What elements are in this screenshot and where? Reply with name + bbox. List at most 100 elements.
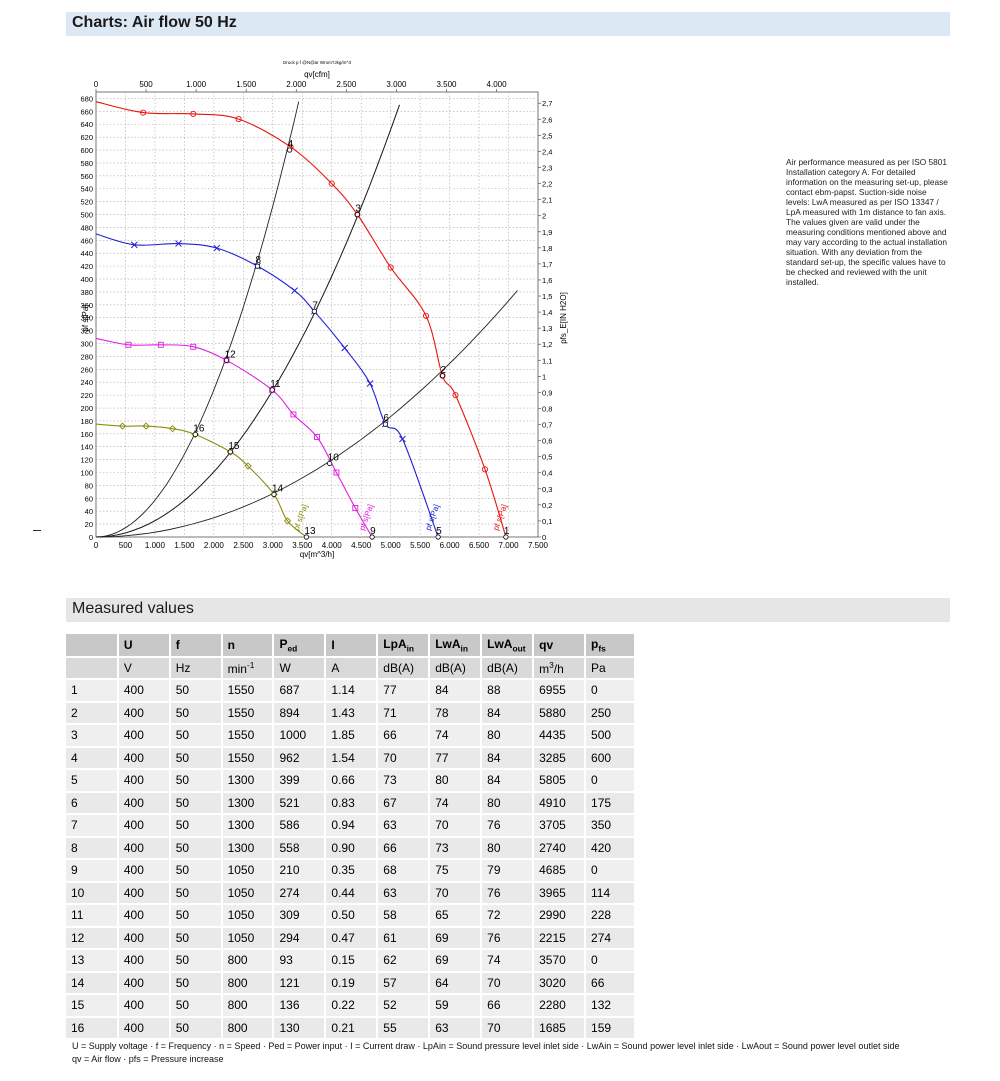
table-cell: 76 xyxy=(481,881,535,905)
series-marker xyxy=(175,240,182,247)
y2-tick-label: 0,3 xyxy=(542,485,552,494)
table-cell: 70 xyxy=(481,1016,535,1040)
operating-point-label: 1 xyxy=(504,526,510,537)
y2-tick-label: 2,2 xyxy=(542,180,552,189)
table-cell: 1.85 xyxy=(325,724,379,748)
unit-cell: m3/h xyxy=(533,656,587,680)
y-tick-label: 200 xyxy=(80,404,93,413)
table-cell: 600 xyxy=(585,746,636,770)
y-tick-label: 0 xyxy=(89,533,93,542)
x-tick-label: 1.000 xyxy=(145,541,166,550)
y2-tick-label: 1,9 xyxy=(542,228,552,237)
y2-tick-label: 1,7 xyxy=(542,260,552,269)
unit-cell: Hz xyxy=(169,656,223,680)
series-marker xyxy=(341,344,349,352)
table-cell: 61 xyxy=(377,926,431,950)
table-cell: 64 xyxy=(429,971,483,995)
table-row: 4 400 50 1550 962 1.54 70 77 84 3285 600 xyxy=(66,746,636,770)
y-tick-label: 440 xyxy=(80,249,93,258)
table-cell: 0.94 xyxy=(325,814,379,838)
operating-point-label: 12 xyxy=(225,349,237,360)
series-marker xyxy=(168,425,177,433)
operating-point-label: 6 xyxy=(383,413,389,424)
header-sub: in xyxy=(406,642,415,653)
y2-tick-label: 2,3 xyxy=(542,164,552,173)
table-cell: 4910 xyxy=(533,791,587,815)
fan-performance-chart: 0 500 1.000 1.500 2.000 2.500 3.000 3.500 4.000 4… xyxy=(80,60,568,559)
series-marker xyxy=(118,422,127,430)
table-cell: 63 xyxy=(377,881,431,905)
table-cell: 0.21 xyxy=(325,1016,379,1040)
table-cell: 63 xyxy=(377,814,431,838)
table-cell: 50 xyxy=(169,1016,223,1040)
table-header-cell: f xyxy=(169,634,223,658)
y-tick-label: 160 xyxy=(80,430,93,439)
table-cell: 5805 xyxy=(533,769,587,793)
table-header-cell: I xyxy=(325,634,379,658)
x2-tick-label: 1.500 xyxy=(236,80,257,89)
series-marker xyxy=(125,341,132,348)
table-cell: 74 xyxy=(481,949,535,973)
unit-cell xyxy=(66,656,119,680)
series-marker xyxy=(291,287,298,294)
table-header-cell: Ped xyxy=(273,634,327,658)
table-cell: 0 xyxy=(585,949,636,973)
table-cell: 2990 xyxy=(533,904,587,928)
table-cell: 175 xyxy=(585,791,636,815)
header-main: LwA xyxy=(487,636,513,651)
y2-tick-label: 0,4 xyxy=(542,469,552,478)
table-cell: 77 xyxy=(377,679,431,703)
operating-point-label: 5 xyxy=(436,526,442,537)
table-cell: 0.19 xyxy=(325,971,379,995)
y-tick-label: 360 xyxy=(80,301,93,310)
table-cell: 50 xyxy=(169,814,223,838)
table-row: 8 400 50 1300 558 0.90 66 73 80 2740 420 xyxy=(66,836,636,860)
y2-tick-label: 2,7 xyxy=(542,99,552,108)
table-cell: 800 xyxy=(221,1016,275,1040)
operating-point-label: 14 xyxy=(272,483,284,494)
table-cell: 558 xyxy=(273,836,327,860)
series-marker xyxy=(244,462,252,470)
y-tick-label: 420 xyxy=(80,262,93,271)
table-cell: 274 xyxy=(273,881,327,905)
operating-point-label: 4 xyxy=(288,139,294,150)
table-row: 14 400 50 800 121 0.19 57 64 70 3020 66 xyxy=(66,971,636,995)
y-tick-label: 60 xyxy=(85,494,93,503)
table-cell: 400 xyxy=(117,791,171,815)
table-cell: 0 xyxy=(585,859,636,883)
table-cell: 3020 xyxy=(533,971,587,995)
operating-point xyxy=(439,373,446,379)
table-cell: 400 xyxy=(117,701,171,725)
table-cell: 3965 xyxy=(533,881,587,905)
series-marker xyxy=(352,505,359,511)
header-main: qv xyxy=(539,637,554,652)
table-cell: 65 xyxy=(429,904,483,928)
abbreviation-legend: U = Supply voltage · f = Frequency · n =… xyxy=(72,1040,899,1066)
unit-cell: Pa xyxy=(585,656,636,680)
table-cell: 78 xyxy=(429,701,483,725)
y2-tick-label: 0,8 xyxy=(542,404,552,413)
table-cell: 50 xyxy=(169,791,223,815)
table-cell: 70 xyxy=(429,881,483,905)
header-main: n xyxy=(227,637,235,652)
table-cell: 8 xyxy=(66,836,119,860)
table-cell: 228 xyxy=(585,904,636,928)
table-row: 5 400 50 1300 399 0.66 73 80 84 5805 0 xyxy=(66,769,636,793)
table-cell: 1550 xyxy=(221,746,275,770)
table-cell: 521 xyxy=(273,791,327,815)
y-tick-label: 180 xyxy=(80,417,93,426)
table-cell: 70 xyxy=(377,746,431,770)
table-row: 7 400 50 1300 586 0.94 63 70 76 3705 350 xyxy=(66,814,636,838)
table-cell: 57 xyxy=(377,971,431,995)
table-header-cell: qv xyxy=(533,634,587,658)
table-cell: 159 xyxy=(585,1016,636,1040)
table-cell: 75 xyxy=(429,859,483,883)
table-cell: 74 xyxy=(429,791,483,815)
operating-point xyxy=(311,308,317,314)
table-cell: 14 xyxy=(66,971,119,995)
operating-point-label: 3 xyxy=(355,204,361,215)
unit-cell: dB(A) xyxy=(481,656,535,680)
y2-tick-label: 2,5 xyxy=(542,131,552,140)
series-line xyxy=(95,423,307,538)
x-axis-title: qv[m^3/h] xyxy=(300,550,334,559)
